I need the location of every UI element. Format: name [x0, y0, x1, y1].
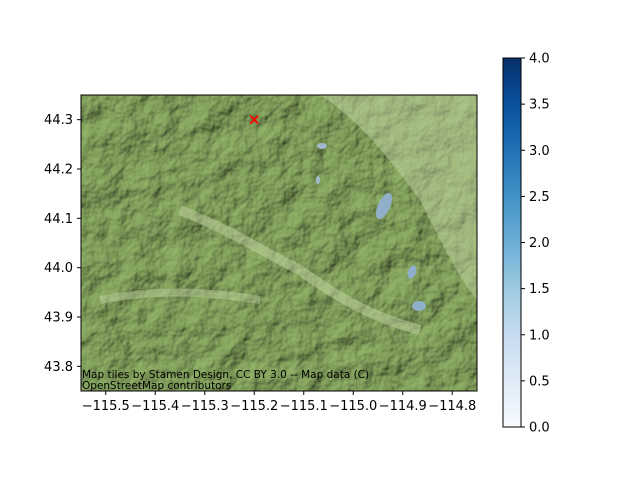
lake	[317, 143, 327, 149]
y-tick-label: 44.3	[44, 113, 73, 128]
map-tile: Map tiles by Stamen Design, CC BY 3.0 --…	[81, 95, 477, 392]
colorbar-tick-label: 2.0	[529, 236, 550, 251]
colorbar	[502, 57, 522, 428]
x-tick-label: −115.4	[131, 399, 179, 414]
colorbar-tick-label: 3.5	[529, 98, 550, 113]
colorbar-tick-label: 4.0	[529, 52, 550, 67]
y-tick-label: 43.8	[44, 360, 73, 375]
x-tick-label: −115.2	[230, 399, 278, 414]
lake	[407, 265, 417, 279]
x-tick-label: −115.0	[329, 399, 377, 414]
lake	[375, 193, 393, 219]
y-tick-label: 44.1	[44, 212, 73, 227]
colorbar-tick-label: 0.0	[529, 421, 550, 436]
colorbar-tick-label: 0.5	[529, 374, 550, 389]
map-attribution-line1: Map tiles by Stamen Design, CC BY 3.0 --…	[82, 369, 369, 381]
lake	[412, 301, 426, 311]
colorbar-axis: 0.0 0.5 1.0 1.5 2.0 2.5 3.0 3.5 4.0	[521, 52, 550, 436]
x-tick-label: −115.5	[82, 399, 130, 414]
map-frame	[80, 94, 478, 392]
x-tick-label: −114.8	[428, 399, 476, 414]
y-axis: 43.8 43.9 44.0 44.1 44.2 44.3	[44, 113, 81, 375]
marker-x-icon	[249, 115, 259, 125]
y-tick-label: 44.2	[44, 163, 73, 178]
lake	[316, 176, 320, 184]
x-axis: −115.5 −115.4 −115.3 −115.2 −115.1 −115.0 −114…	[82, 391, 476, 414]
colorbar-tick-label: 1.5	[529, 282, 550, 297]
x-tick-label: −115.1	[280, 399, 328, 414]
x-tick-label: −114.9	[379, 399, 427, 414]
colorbar-tick-label: 3.0	[529, 144, 550, 159]
colorbar-tick-label: 2.5	[529, 190, 550, 205]
marker-stroke	[249, 115, 259, 125]
map-attribution-line2: OpenStreetMap contributors	[82, 380, 231, 392]
colorbar-tick-label: 1.0	[529, 328, 550, 343]
y-tick-label: 44.0	[44, 261, 73, 276]
y-tick-label: 43.9	[44, 311, 73, 326]
x-tick-label: −115.3	[181, 399, 229, 414]
